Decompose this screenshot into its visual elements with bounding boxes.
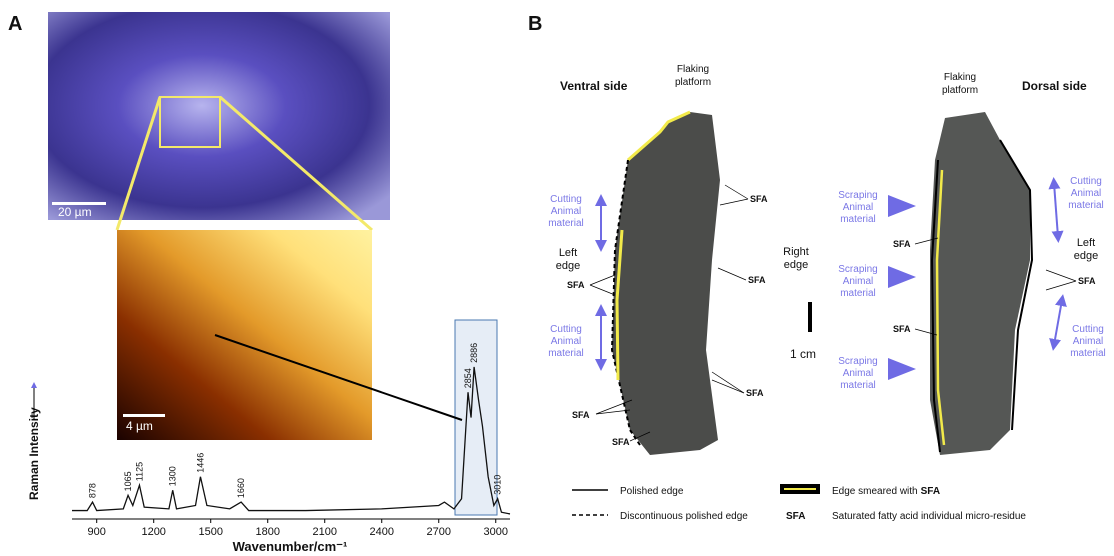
label-line: material bbox=[548, 348, 584, 359]
sfa: SFA bbox=[893, 324, 911, 334]
label-line: Animal bbox=[1073, 336, 1104, 347]
peak-label: 878 bbox=[88, 483, 98, 498]
peak-label: 1660 bbox=[236, 478, 246, 498]
legend-text: SFA bbox=[921, 486, 940, 497]
scale-label: 1 cm bbox=[790, 347, 816, 361]
label-line: material bbox=[840, 380, 876, 391]
x-axis-label: Wavenumber/cm⁻¹ bbox=[233, 539, 348, 554]
sfa: SFA bbox=[893, 239, 911, 249]
label-line: Cutting bbox=[550, 324, 582, 335]
label-line: Right bbox=[783, 246, 809, 258]
label-line: Scraping bbox=[838, 190, 877, 201]
panel-label: A bbox=[8, 13, 22, 35]
label-line: platform bbox=[942, 85, 978, 96]
peak-label: 1446 bbox=[195, 453, 205, 473]
label-line: platform bbox=[675, 77, 711, 88]
label-line: Scraping bbox=[838, 264, 877, 275]
sfa: SFA bbox=[750, 194, 768, 204]
label-line: Cutting bbox=[550, 194, 582, 205]
legend-label: Saturated fatty acid individual micro-re… bbox=[832, 511, 1026, 522]
side-title: Dorsal side bbox=[1022, 79, 1087, 93]
sfa: SFA bbox=[567, 280, 585, 290]
label-line: material bbox=[1070, 348, 1106, 359]
label-line: Animal bbox=[843, 368, 874, 379]
legend-key: SFA bbox=[786, 511, 805, 522]
flaking-label: Flaking platform Flaking platform bbox=[675, 64, 978, 96]
x-tick-label: 2700 bbox=[426, 526, 450, 538]
side-title: Ventral side bbox=[560, 79, 628, 93]
scale-label: 4 µm bbox=[126, 419, 153, 433]
sfa: SFA bbox=[748, 275, 766, 285]
label-line: Scraping bbox=[838, 356, 877, 367]
label-line: edge bbox=[1074, 250, 1098, 262]
label-line: material bbox=[548, 218, 584, 229]
x-tick-label: 2400 bbox=[369, 526, 393, 538]
label-line: Animal bbox=[551, 206, 582, 217]
label-line: edge bbox=[784, 259, 808, 271]
arrow bbox=[888, 195, 916, 217]
raman-map bbox=[117, 230, 372, 440]
arrow bbox=[1054, 183, 1058, 237]
label-line: Flaking bbox=[677, 64, 709, 75]
sfa: SFA bbox=[612, 437, 630, 447]
peak-label: 1065 bbox=[123, 471, 133, 491]
sfa: SFA bbox=[746, 388, 764, 398]
x-tick-label: 1800 bbox=[255, 526, 279, 538]
label-line: Cutting bbox=[1070, 176, 1102, 187]
peak-label: 2854 bbox=[463, 368, 473, 388]
scale-label: 20 µm bbox=[58, 205, 92, 219]
arrow bbox=[888, 358, 916, 380]
label-line: Cutting bbox=[1072, 324, 1104, 335]
sfa: SFA bbox=[1078, 276, 1096, 286]
legend-text: Edge smeared with bbox=[832, 486, 918, 497]
label-line: Animal bbox=[843, 276, 874, 287]
label-line: Animal bbox=[551, 336, 582, 347]
arrow bbox=[1054, 300, 1062, 345]
x-tick-label: 1200 bbox=[141, 526, 165, 538]
sfa: SFA bbox=[572, 410, 590, 420]
arrow bbox=[888, 266, 916, 288]
label-line: Flaking bbox=[944, 72, 976, 83]
label-line: material bbox=[840, 214, 876, 225]
label-line: Left bbox=[559, 247, 577, 259]
scale-bar bbox=[123, 414, 165, 417]
label-line: edge bbox=[556, 260, 580, 272]
panel-label: B bbox=[528, 13, 542, 35]
scraping-arrows bbox=[888, 195, 916, 380]
x-tick-label: 1500 bbox=[198, 526, 222, 538]
scale-bar bbox=[808, 302, 812, 332]
y-axis-label: Raman Intensity bbox=[27, 407, 41, 500]
label-line: Left bbox=[1077, 237, 1095, 249]
peak-label: 1300 bbox=[168, 466, 178, 486]
peak-label: 2886 bbox=[469, 343, 479, 363]
label-line: material bbox=[1068, 200, 1104, 211]
label-line: Animal bbox=[1071, 188, 1102, 199]
figure: A 20 µm 4 µm 900 1200 1500 1800 2100 2400 2700… bbox=[0, 0, 1114, 556]
peak-label: 1125 bbox=[134, 462, 144, 481]
x-tick-label: 900 bbox=[88, 526, 106, 538]
x-tick-label: 2100 bbox=[312, 526, 336, 538]
legend-label: Polished edge bbox=[620, 486, 684, 497]
label-line: Animal bbox=[843, 202, 874, 213]
legend-label: Discontinuous polished edge bbox=[620, 511, 748, 522]
peak-label: 3010 bbox=[493, 475, 503, 495]
label-line: material bbox=[840, 288, 876, 299]
x-tick-label: 3000 bbox=[484, 526, 508, 538]
